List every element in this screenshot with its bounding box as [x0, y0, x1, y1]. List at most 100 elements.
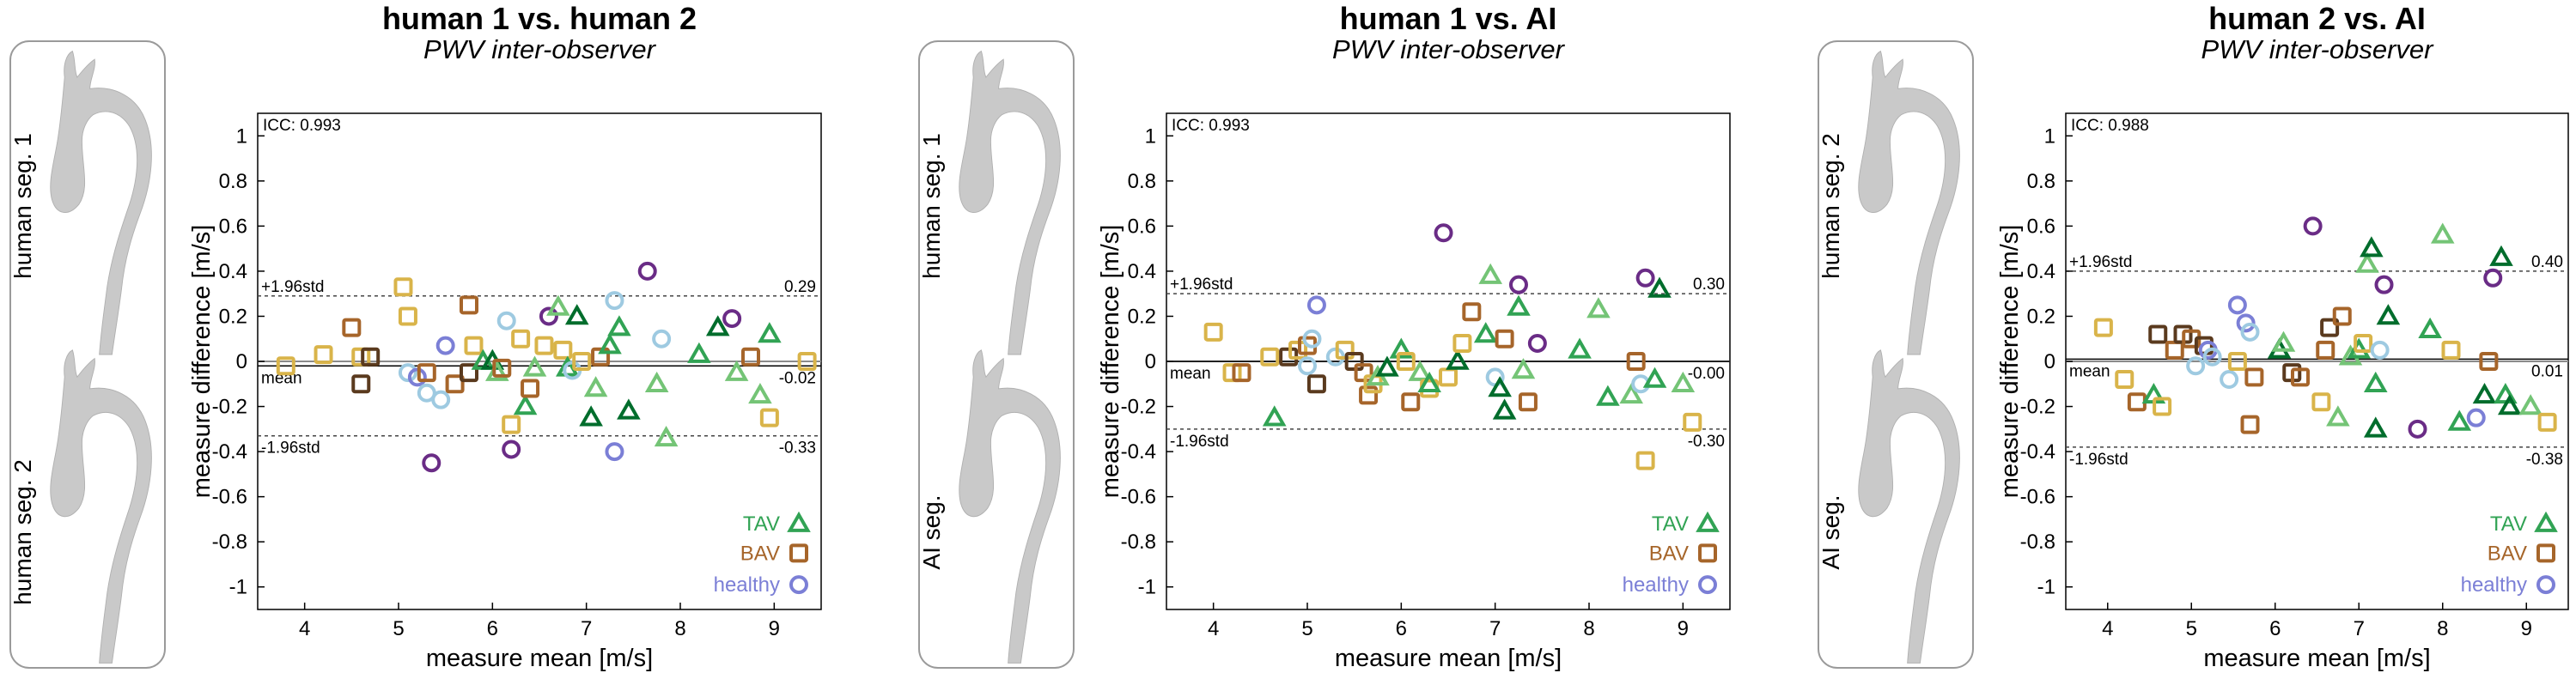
bav-point [2320, 318, 2340, 337]
bav-point [1462, 302, 1482, 322]
legend-label-tav: TAV [2490, 512, 2527, 536]
chart-title: human 1 vs. human 2 [382, 1, 697, 36]
bav-point [2093, 318, 2113, 337]
segmentation-bottom-label: AI seg. [918, 494, 945, 569]
healthy-point [605, 442, 624, 462]
x-axis-label: measure mean [m/s] [2203, 645, 2430, 672]
y-axis-label: measure difference [m/s] [1996, 225, 2024, 499]
healthy-point [2227, 295, 2247, 315]
tav-point [579, 405, 603, 427]
x-tick-label: 6 [1396, 617, 1407, 640]
tav-point [617, 398, 641, 420]
tav-point [1511, 358, 1536, 379]
x-tick-label: 6 [487, 617, 498, 640]
bav-point [1683, 412, 1702, 432]
tav-point [705, 315, 730, 336]
tav-point [2430, 222, 2455, 244]
tav-point [2363, 416, 2388, 438]
legend: TAV BAV healthy [1623, 511, 1720, 597]
bav-point [417, 363, 436, 383]
healthy-point [1306, 295, 1326, 315]
mean-value: -0.00 [1688, 365, 1725, 383]
x-axis-label: measure mean [m/s] [426, 645, 653, 672]
x-tick-label: 7 [581, 617, 592, 640]
tav-point [1446, 349, 1470, 370]
bav-point [572, 352, 592, 371]
bav-point [2291, 367, 2310, 387]
tav-point [607, 315, 631, 336]
upper-limit-value: 0.30 [1693, 276, 1725, 294]
y-tick-label: -0.4 [212, 440, 247, 464]
bav-point [1518, 392, 1538, 412]
tav-point [1478, 263, 1502, 284]
healthy-point [2374, 275, 2394, 294]
healthy-point [605, 291, 624, 311]
tav-point [564, 304, 589, 325]
lower-limit-value: -0.38 [2526, 451, 2563, 469]
icc-label: ICC: 0.993 [263, 117, 341, 135]
icc-label: ICC: 0.993 [1172, 117, 1250, 135]
aorta-top-image [959, 50, 1061, 355]
bav-point [2227, 352, 2247, 371]
x-tick-label: 4 [1208, 617, 1219, 640]
tav-point [2363, 371, 2388, 393]
tav-point [644, 371, 669, 393]
tav-point [522, 355, 547, 377]
tav-point [724, 360, 749, 381]
bav-point [789, 543, 808, 563]
data-points [276, 261, 817, 473]
x-tick-label: 8 [1583, 617, 1594, 640]
bav-point [2536, 543, 2555, 563]
bav-point [393, 277, 413, 297]
healthy-point [2536, 575, 2555, 595]
bav-point [351, 347, 371, 367]
tav-point [2497, 394, 2522, 415]
segmentation-top-label: human seg. 2 [1818, 133, 1844, 279]
tav-point [1619, 383, 1643, 404]
tav-point [2534, 511, 2558, 532]
healthy-point [2408, 419, 2427, 439]
tav-point [1696, 511, 1720, 532]
bav-point [2240, 415, 2260, 434]
y-tick-label: -0.8 [212, 530, 247, 554]
bav-point [1396, 352, 1416, 371]
data-points [2093, 216, 2557, 439]
bav-point [1203, 322, 1223, 342]
aorta-bottom-image [959, 349, 1061, 664]
healthy-point [637, 261, 657, 281]
bav-point [1306, 374, 1326, 394]
tav-point [2489, 245, 2513, 266]
healthy-point [2202, 347, 2222, 367]
bav-point [1222, 363, 1242, 383]
y-tick-label: -0.4 [2020, 440, 2055, 464]
healthy-point [1434, 223, 1453, 243]
tav-point [1262, 405, 1287, 427]
mean-label: mean [2069, 362, 2110, 380]
y-tick-label: 0.2 [2027, 305, 2055, 328]
bav-point [460, 363, 478, 383]
y-axis-label: measure difference [m/s] [1097, 225, 1124, 499]
tav-point [758, 322, 782, 343]
bav-point [2153, 397, 2172, 416]
x-tick-label: 8 [2437, 617, 2448, 640]
upper-limit-value: 0.40 [2531, 253, 2563, 271]
bav-point [2148, 324, 2168, 344]
upper-limit-label: +1.96std [2069, 253, 2132, 271]
tav-point [1507, 294, 1531, 316]
bav-point [445, 374, 465, 394]
mean-label: mean [1170, 365, 1211, 383]
tav-point [546, 294, 570, 316]
chart-subtitle: PWV inter-observer [1332, 34, 1566, 64]
legend-label-bav: BAV [740, 542, 780, 565]
healthy-point [431, 390, 451, 409]
healthy-point [2370, 340, 2390, 360]
bav-point [741, 347, 760, 367]
x-tick-label: 5 [1301, 617, 1312, 640]
y-tick-label: -0.6 [1121, 486, 1156, 509]
healthy-point [789, 575, 808, 595]
x-tick-label: 4 [2102, 617, 2113, 640]
bav-point [2354, 333, 2373, 353]
tav-point [2376, 304, 2401, 325]
tav-point [2355, 252, 2379, 273]
y-tick-label: -0.8 [2020, 530, 2055, 554]
